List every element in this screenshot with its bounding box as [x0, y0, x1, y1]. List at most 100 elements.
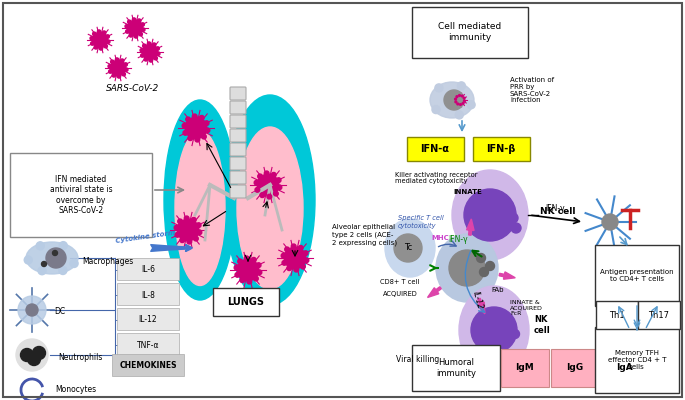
Text: SARS-CoV-2: SARS-CoV-2 — [106, 84, 160, 93]
Circle shape — [257, 270, 262, 275]
Circle shape — [175, 232, 179, 237]
Circle shape — [140, 54, 144, 57]
Circle shape — [53, 250, 58, 256]
Circle shape — [182, 123, 187, 128]
Circle shape — [92, 32, 96, 36]
Circle shape — [142, 28, 145, 31]
Circle shape — [479, 268, 488, 276]
Circle shape — [142, 44, 146, 48]
Text: LUNGS: LUNGS — [227, 297, 264, 307]
Circle shape — [110, 60, 126, 76]
Text: Tc: Tc — [404, 244, 412, 252]
Circle shape — [276, 178, 281, 182]
Circle shape — [234, 265, 239, 270]
Text: IFN-α: IFN-α — [421, 144, 449, 154]
Text: Memory TFH
effector CD4 + T
cells: Memory TFH effector CD4 + T cells — [608, 350, 667, 370]
Text: Viral killing: Viral killing — [397, 356, 440, 364]
FancyBboxPatch shape — [230, 157, 246, 170]
Text: DC: DC — [54, 308, 65, 316]
FancyBboxPatch shape — [230, 87, 246, 100]
Circle shape — [107, 40, 110, 43]
Circle shape — [455, 101, 457, 103]
Circle shape — [303, 251, 308, 256]
Circle shape — [251, 258, 256, 262]
Circle shape — [115, 58, 119, 61]
Circle shape — [254, 180, 259, 185]
Circle shape — [141, 23, 145, 26]
Text: IL-12: IL-12 — [138, 316, 158, 324]
Circle shape — [192, 114, 197, 119]
Circle shape — [301, 264, 306, 269]
Circle shape — [247, 279, 251, 284]
Circle shape — [106, 35, 110, 38]
Circle shape — [456, 96, 464, 104]
Circle shape — [185, 117, 207, 139]
Circle shape — [477, 254, 486, 262]
FancyArrow shape — [477, 298, 485, 314]
Circle shape — [456, 96, 458, 98]
Circle shape — [121, 59, 124, 62]
FancyArrow shape — [499, 272, 515, 279]
Circle shape — [92, 32, 108, 48]
FancyBboxPatch shape — [230, 185, 246, 198]
Circle shape — [125, 25, 128, 28]
Circle shape — [260, 193, 264, 198]
Text: IFN-β: IFN-β — [486, 144, 516, 154]
FancyBboxPatch shape — [230, 101, 246, 114]
Circle shape — [432, 106, 440, 114]
Circle shape — [147, 42, 151, 45]
Circle shape — [97, 30, 101, 33]
Text: Antigen presentation
to CD4+ T cells: Antigen presentation to CD4+ T cells — [600, 269, 674, 282]
FancyBboxPatch shape — [595, 245, 679, 306]
Text: Specific T cell
cytotoxicity: Specific T cell cytotoxicity — [398, 216, 444, 228]
Circle shape — [153, 43, 156, 46]
Text: FAb: FAb — [492, 287, 504, 293]
Circle shape — [26, 304, 38, 316]
Circle shape — [38, 267, 46, 275]
Circle shape — [18, 376, 46, 400]
Circle shape — [457, 103, 459, 105]
FancyBboxPatch shape — [407, 137, 464, 161]
Circle shape — [287, 266, 292, 270]
Circle shape — [504, 316, 514, 324]
Circle shape — [90, 42, 94, 45]
FancyBboxPatch shape — [117, 258, 179, 280]
FancyBboxPatch shape — [595, 327, 679, 393]
Circle shape — [282, 260, 287, 265]
FancyBboxPatch shape — [117, 283, 179, 305]
Circle shape — [183, 130, 188, 135]
Text: INNATE &
ACQUIRED
FcR: INNATE & ACQUIRED FcR — [510, 300, 543, 316]
Circle shape — [444, 90, 464, 110]
Text: IL-12: IL-12 — [471, 290, 485, 310]
FancyArrow shape — [466, 219, 474, 235]
Circle shape — [42, 262, 47, 266]
Circle shape — [462, 102, 464, 104]
Text: Killer activating receptor
mediated cytotoxicity: Killer activating receptor mediated cyto… — [395, 172, 477, 184]
Text: Cytokine storm: Cytokine storm — [115, 230, 175, 244]
Circle shape — [187, 239, 192, 244]
Circle shape — [258, 174, 262, 179]
Circle shape — [94, 46, 97, 49]
Circle shape — [291, 244, 296, 249]
Circle shape — [197, 223, 201, 228]
Circle shape — [267, 194, 272, 199]
Circle shape — [122, 72, 125, 76]
Circle shape — [197, 230, 202, 235]
FancyBboxPatch shape — [213, 288, 279, 316]
Circle shape — [125, 30, 129, 33]
Circle shape — [32, 346, 45, 360]
Circle shape — [253, 276, 258, 281]
Circle shape — [21, 348, 34, 362]
Text: IFN-γ: IFN-γ — [449, 235, 468, 244]
Circle shape — [103, 31, 106, 34]
Circle shape — [144, 58, 147, 61]
Circle shape — [24, 256, 32, 264]
Circle shape — [235, 272, 240, 277]
Circle shape — [59, 242, 67, 250]
Circle shape — [284, 247, 306, 269]
FancyBboxPatch shape — [230, 129, 246, 142]
Circle shape — [195, 137, 199, 142]
Circle shape — [108, 65, 112, 68]
Circle shape — [449, 250, 485, 286]
Circle shape — [117, 75, 121, 78]
